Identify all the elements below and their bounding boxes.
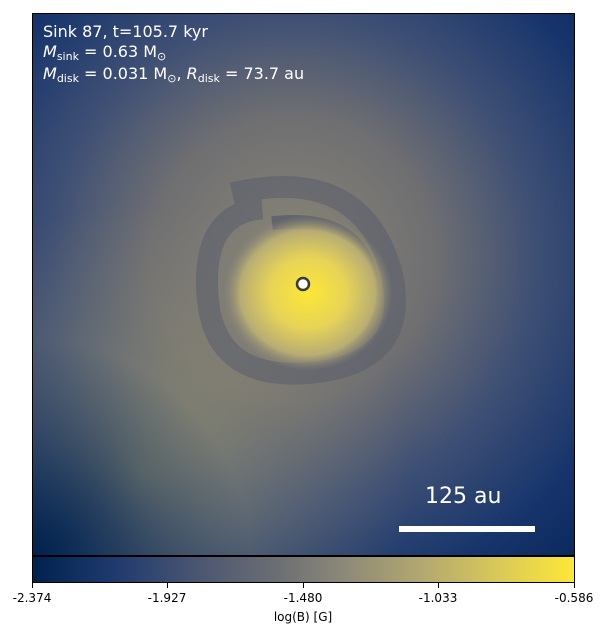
sun-symbol: ⊙ <box>167 72 177 85</box>
colorbar-tick-label: -1.927 <box>147 591 187 605</box>
sun-symbol: ⊙ <box>157 50 167 63</box>
sink-particle-marker <box>295 276 311 292</box>
colorbar-tick <box>303 583 304 588</box>
m-disk-subscript: disk <box>56 72 79 85</box>
scale-bar <box>399 526 535 532</box>
magnetic-field-map: Sink 87, t=105.7 kyr Msink = 0.63 M⊙ Mdi… <box>32 13 575 556</box>
field-image <box>33 14 574 555</box>
colorbar-tick-label: -1.033 <box>418 591 458 605</box>
colorbar-label: log(B) [G] <box>273 610 333 624</box>
m-sink-symbol: M <box>43 42 57 61</box>
colorbar <box>32 556 575 583</box>
colorbar-tick-label: -1.480 <box>283 591 323 605</box>
colorbar-tick-label: -2.374 <box>12 591 52 605</box>
m-disk-value: = 0.031 M <box>78 64 168 83</box>
colorbar-tick <box>32 583 33 588</box>
comma-separator: , <box>176 64 187 83</box>
colorbar-tick <box>438 583 439 588</box>
bright-core <box>223 215 393 371</box>
r-disk-value: = 73.7 au <box>219 64 305 83</box>
colorbar-tick <box>167 583 168 588</box>
r-disk-subscript: disk <box>197 72 220 85</box>
sink-mass: Msink = 0.63 M⊙ <box>43 42 166 67</box>
colorbar-tick <box>574 583 575 588</box>
m-disk-symbol: M <box>43 64 57 83</box>
m-sink-subscript: sink <box>56 50 79 63</box>
colorbar-tick-label: -0.586 <box>554 591 594 605</box>
r-disk-symbol: R <box>186 64 198 83</box>
scale-bar-label: 125 au <box>425 484 502 509</box>
m-sink-value: = 0.63 M <box>78 42 158 61</box>
sink-title: Sink 87, t=105.7 kyr <box>43 22 208 41</box>
spiral-arm <box>196 176 406 385</box>
disk-properties: Mdisk = 0.031 M⊙, Rdisk = 73.7 au <box>43 64 304 89</box>
